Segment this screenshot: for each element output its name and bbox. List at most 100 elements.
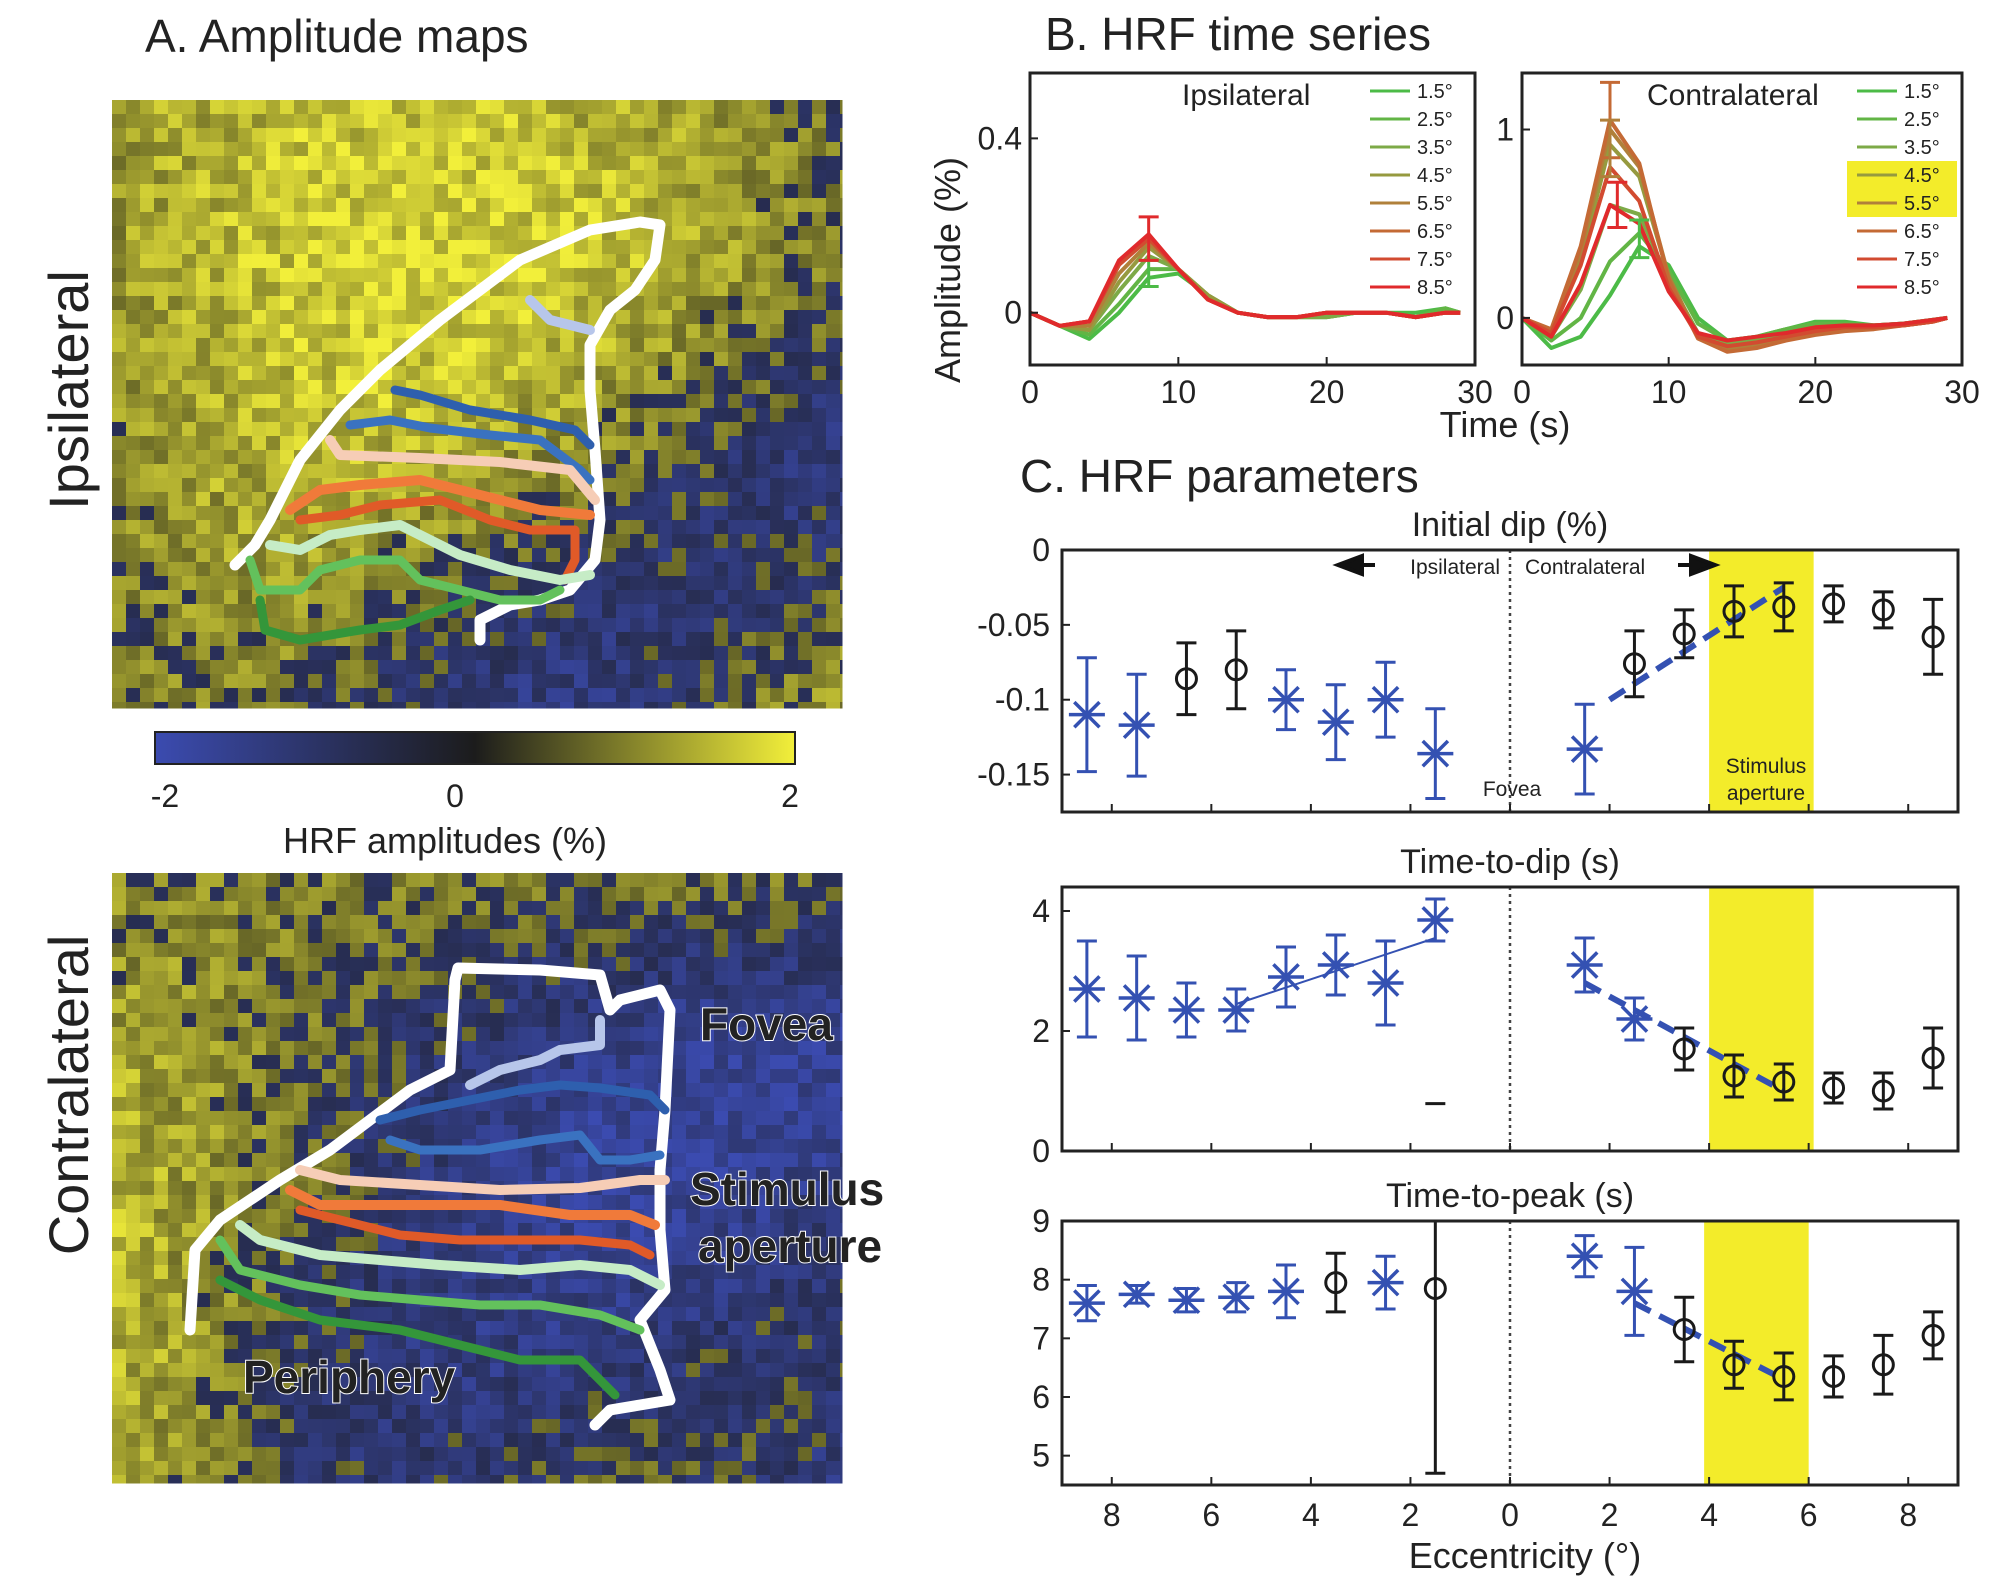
map-cell [840,254,843,269]
map-cell [196,1419,211,1434]
map-cell [574,1377,589,1392]
map-cell [644,702,659,709]
map-cell [532,324,547,339]
map-cell [546,1419,561,1434]
map-cell [756,548,771,563]
map-cell [154,1307,169,1322]
map-cell [182,324,197,339]
map-cell [196,632,211,647]
map-cell [588,674,603,689]
map-cell [532,1447,547,1462]
data-point-star [1367,969,1404,997]
map-cell [658,1461,673,1476]
map-cell [210,1307,225,1322]
map-cell [742,1041,757,1056]
map-cell [588,1279,603,1294]
map-cell [756,702,771,709]
map-cell [518,1419,533,1434]
map-cell [672,170,687,185]
map-cell [686,114,701,129]
map-cell [434,1027,449,1042]
map-cell [756,1307,771,1322]
map-cell [546,198,561,213]
map-cell [546,1461,561,1476]
map-cell [616,422,631,437]
map-cell [378,999,393,1014]
map-cell [140,985,155,1000]
map-cell [742,198,757,213]
map-cell [140,198,155,213]
map-cell [588,142,603,157]
map-cell [742,240,757,255]
map-cell [658,282,673,297]
map-cell [602,352,617,367]
map-cell [308,1349,323,1364]
map-cell [616,142,631,157]
map-cell [154,436,169,451]
map-cell [686,422,701,437]
map-cell [630,464,645,479]
map-cell [616,887,631,902]
map-cell [532,1335,547,1350]
map-cell [770,492,785,507]
map-cell [294,985,309,1000]
map-cell [336,240,351,255]
map-cell [658,198,673,213]
map-cell [532,1111,547,1126]
map-cell [196,422,211,437]
map-cell [644,128,659,143]
map-cell [336,1223,351,1238]
map-cell [686,1069,701,1084]
map-cell [406,1447,421,1462]
map-cell [840,394,843,409]
map-cell [826,590,841,605]
map-cell [616,464,631,479]
map-cell [168,128,183,143]
map-cell [518,422,533,437]
map-cell [308,1083,323,1098]
map-cell [266,1111,281,1126]
map-cell [602,1195,617,1210]
map-cell [406,646,421,661]
map-cell [840,198,843,213]
map-cell [518,1167,533,1182]
map-cell [616,198,631,213]
map-cell [280,1013,295,1028]
map-cell [700,1321,715,1336]
map-cell [602,128,617,143]
map-cell [336,590,351,605]
map-cell [672,240,687,255]
map-cell [826,1475,841,1484]
map-cell [252,943,267,958]
map-cell [770,1293,785,1308]
map-cell [784,632,799,647]
map-cell [700,915,715,930]
map-cell [140,128,155,143]
map-cell [308,296,323,311]
map-cell [728,1447,743,1462]
map-cell [196,352,211,367]
map-cell [700,1293,715,1308]
map-cell [630,520,645,535]
map-cell [420,1475,435,1484]
map-cell [238,915,253,930]
map-cell [322,1265,337,1280]
map-cell [826,985,841,1000]
map-cell [420,1461,435,1476]
map-cell [826,1153,841,1168]
map-cell [252,506,267,521]
map-cell [420,562,435,577]
map-cell [280,618,295,633]
map-cell [182,184,197,199]
map-cell [196,436,211,451]
map-cell [798,296,813,311]
map-cell [420,1055,435,1070]
map-cell [770,422,785,437]
map-cell [406,702,421,709]
data-point-star [1168,1286,1205,1315]
map-cell [686,366,701,381]
map-cell [812,1265,827,1280]
map-cell [532,156,547,171]
map-cell [672,590,687,605]
map-cell [742,114,757,129]
